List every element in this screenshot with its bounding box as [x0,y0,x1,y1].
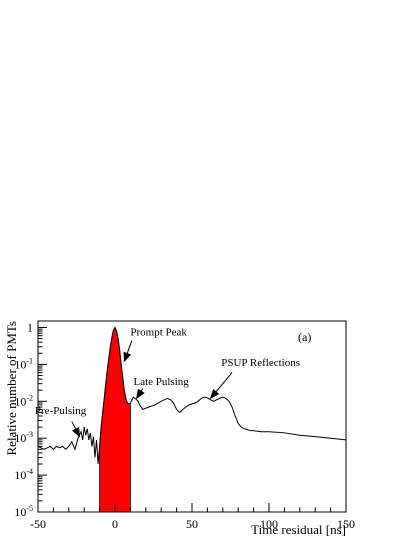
x-tick-label: 100 [260,517,278,531]
y-tick-label: 10-4 [14,467,33,482]
prompt-peak-fill [99,326,131,513]
x-tick-label: 150 [337,517,355,531]
y-tick-label: 1 [27,320,33,334]
time-residual-curve [37,326,347,465]
late-pulsing-label: Late Pulsing [133,376,189,388]
x-tick-label: 50 [186,517,198,531]
x-tick-label: 0 [112,517,118,531]
y-tick-label: 10-2 [14,393,33,408]
y-tick-label: 10-3 [14,430,33,445]
panel-label: (a) [298,330,311,344]
psup-reflections-arrow [209,372,233,400]
prompt-peak-label: Prompt Peak [130,327,187,339]
late-pulsing-arrow [136,388,145,400]
y-axis-title: Relative number of PMTs [4,321,19,456]
pre-pulsing-arrow [71,421,81,438]
prompt-peak-arrow [123,340,133,363]
y-tick-label: 10-5 [14,504,33,519]
x-tick-label: -50 [30,517,46,531]
x-axis-title: Time residual [ns] [251,522,346,537]
y-tick-label: 10-1 [14,356,33,371]
pre-pulsing-label: Pre-Pulsing [35,405,87,417]
psup-reflections-label: PSUP Reflections [221,357,300,369]
